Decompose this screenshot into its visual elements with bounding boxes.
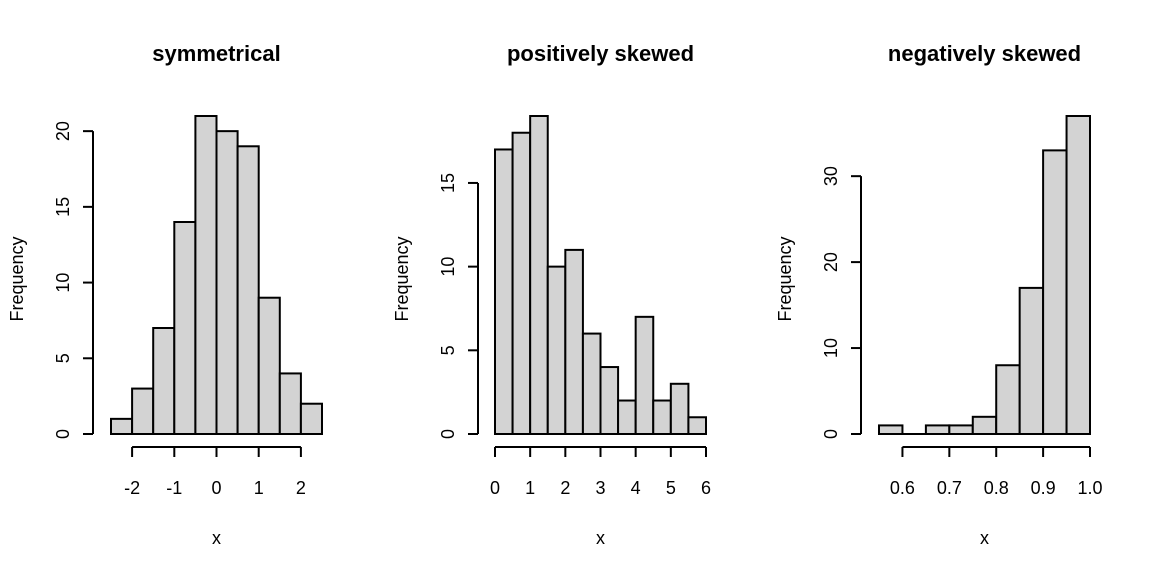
x-tick-label: 0 [490,478,500,498]
histogram-bar [152,327,176,435]
x-tick-label: 0 [211,478,221,498]
histogram-bar [564,248,584,435]
histogram-bar [257,296,281,436]
y-tick-label: 15 [53,197,73,217]
chart-title: negatively skewed [888,41,1081,66]
x-tick-label: -2 [124,478,140,498]
y-tick-label: 20 [821,252,841,272]
y-tick-label: 20 [53,121,73,141]
histogram-bar [110,417,134,436]
y-tick-label: 30 [821,166,841,186]
y-tick-label: 5 [438,345,458,355]
x-tick-label: 2 [296,478,306,498]
histogram-bar [581,332,602,435]
y-tick-label: 10 [438,257,458,277]
histogram-bar [1018,286,1045,436]
x-tick-label: 0.9 [1031,478,1056,498]
x-tick-label: 1 [525,478,535,498]
histogram-bar [278,372,302,435]
x-axis: 0 1 2 3 4 5 6 [490,446,711,498]
x-tick-label: 4 [631,478,641,498]
y-tick-label: 0 [821,429,841,439]
y-axis-label: Frequency [392,236,412,321]
histogram-bar [687,416,708,435]
x-tick-label: 1.0 [1077,478,1102,498]
histogram-bar [948,424,974,435]
y-axis-label: Frequency [775,236,795,321]
chart-title: positively skewed [507,41,694,66]
y-axis-label: Frequency [7,236,27,321]
x-axis: -2 -1 0 1 2 [124,446,306,498]
histogram-bar [529,115,549,435]
histogram-bar [1042,149,1068,435]
histogram-bar [546,265,567,436]
histogram-bar [878,424,904,435]
histogram-bar [194,115,218,435]
x-tick-label: 0.8 [984,478,1009,498]
histogram-bar [215,130,239,435]
x-tick-label: 0.7 [937,478,962,498]
y-axis: 0 5 10 15 20 [53,121,94,439]
histogram-bar [173,221,197,435]
histogram-bar [511,131,532,435]
histogram-bar [924,424,951,435]
y-tick-label: 5 [53,353,73,363]
x-tick-label: 6 [701,478,711,498]
histogram-bar [494,148,514,435]
histogram-bar [971,415,998,436]
x-tick-label: -1 [166,478,182,498]
x-axis: 0.6 0.7 0.8 0.9 1.0 [890,446,1103,498]
panel-positively-skewed: positively skewed x Frequency 0 1 2 3 4 5 6 0 5… [392,41,711,548]
y-axis: 0 5 10 15 [438,173,479,439]
y-axis: 0 10 20 30 [821,166,862,439]
histogram-bar [995,364,1021,436]
x-tick-label: 2 [560,478,570,498]
x-tick-label: 1 [254,478,264,498]
panel-negatively-skewed: negatively skewed x Frequency 0.6 0.7 0.8 0… [775,41,1103,548]
y-tick-label: 0 [53,429,73,439]
bars [110,115,323,436]
y-tick-label: 10 [821,338,841,358]
histogram-bar [599,366,620,436]
y-tick-label: 10 [53,273,73,293]
histogram-bar [1065,115,1091,435]
x-tick-label: 5 [666,478,676,498]
x-axis-label: x [596,528,605,548]
histogram-bar [634,315,655,435]
histogram-bar [131,387,155,436]
y-tick-label: 15 [438,173,458,193]
x-axis-label: x [212,528,221,548]
x-tick-label: 3 [595,478,605,498]
panel-symmetrical: symmetrical x Frequency -2 -1 0 1 2 0 5 10 15 20 [7,41,323,548]
histogram-bar [669,382,690,435]
x-axis-label: x [980,528,989,548]
histogram-bar [236,145,260,436]
y-tick-label: 0 [438,429,458,439]
bars [878,115,1091,436]
chart-title: symmetrical [152,41,280,66]
histogram-bar [652,399,672,435]
histogram-bar [617,399,637,435]
histogram-bar [299,402,323,436]
x-tick-label: 0.6 [890,478,915,498]
bars [494,115,708,436]
